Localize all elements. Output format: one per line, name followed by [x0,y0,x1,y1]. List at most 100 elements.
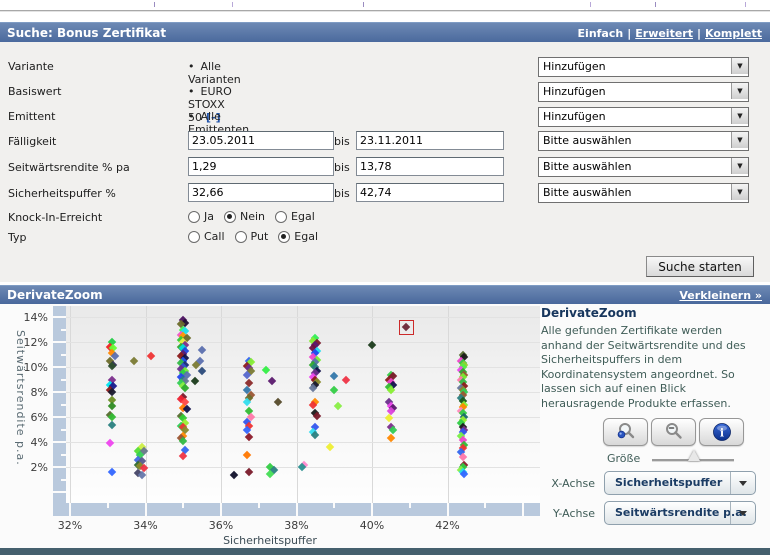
data-point[interactable] [326,442,335,452]
axis-tick [61,378,66,381]
axis-tick [106,503,109,508]
verkleinern-link[interactable]: Verkleinern » [679,289,762,302]
size-slider-thumb[interactable] [688,450,700,461]
data-point[interactable] [384,414,394,423]
data-point[interactable] [179,436,188,445]
svg-text:i: i [719,427,723,440]
chevron-down-icon: ▼ [731,132,748,148]
link-einfach[interactable]: Einfach [577,27,624,40]
scatter-plot[interactable] [66,306,540,503]
bis-label: bis [334,135,350,148]
data-point[interactable] [313,411,322,420]
faelligkeit-from-input[interactable] [188,131,334,150]
data-point[interactable] [330,371,339,380]
axis-tick [220,503,222,516]
gridline [66,442,540,443]
data-point[interactable] [107,467,116,477]
data-point[interactable] [105,439,114,448]
radio-typ-call[interactable]: Call [188,230,225,243]
search-panel-title: Suche: Bonus Zertifikat [7,26,167,40]
gridline [66,367,540,368]
data-point[interactable] [182,404,192,414]
search-panel-header: Suche: Bonus Zertifikat Einfach | Erweiter… [0,22,770,44]
gridline [70,306,71,503]
derivatezoom-panel-header: DerivateZoom Verkleinern » [0,285,770,305]
y-achse-label: Y-Achse [553,507,595,520]
link-erweitert[interactable]: Erweitert [635,27,693,40]
data-point[interactable] [460,469,469,479]
axis-tick [61,403,66,406]
bis-label: bis [334,161,350,174]
x-axis-title: Sicherheitspuffer [223,534,317,547]
info-button[interactable]: i [699,418,744,446]
gridline [66,392,540,393]
sicherheitspuffer-to-input[interactable] [356,183,504,202]
data-point[interactable] [273,397,282,407]
radio-typ-egal[interactable]: Egal [278,230,318,243]
x-tick-label: 38% [284,519,309,532]
y-axis-bar [53,306,66,516]
seitwaertsrendite-from-input[interactable] [188,157,334,176]
basiswert-select[interactable]: Hinzufügen ▼ [538,82,749,102]
suche-starten-button[interactable]: Suche starten [646,256,754,277]
data-point[interactable] [146,351,156,360]
y-achse-select[interactable]: Seitwärtsrendite p.a. [604,501,756,525]
x-achse-label: X-Achse [551,477,595,490]
sicherheitspuffer-from-input[interactable] [188,183,334,202]
data-point[interactable] [107,420,116,429]
data-point[interactable] [245,432,254,442]
highlight-box [398,320,414,335]
data-point[interactable] [243,450,252,459]
data-point[interactable] [333,401,343,410]
search-mode-links: Einfach | Erweitert | Komplett [577,27,762,40]
axis-tick [53,441,66,443]
faelligkeit-select[interactable]: Bitte auswählen ▼ [538,131,749,151]
gridline [447,306,449,503]
y-axis-title: Seitwärtsrendite p.a. [14,330,27,466]
data-point[interactable] [107,362,116,371]
data-point[interactable] [197,345,207,354]
sicherheitspuffer-select[interactable]: Bitte auswählen ▼ [538,183,749,203]
chevron-down-icon: ▼ [731,184,748,200]
radio-knockin-ja[interactable]: Ja [188,210,214,223]
chevron-down-icon: ▼ [731,83,748,99]
data-point[interactable] [107,401,116,410]
data-point[interactable] [229,470,239,479]
chevron-down-icon: ▼ [731,58,748,74]
y-tick-label: 12% [23,336,48,349]
link-komplett[interactable]: Komplett [705,27,762,40]
field-label-emittent: Emittent [8,110,56,123]
field-label-typ: Typ [8,231,27,244]
chevron-down-icon: ▼ [731,108,748,124]
axis-tick [61,328,66,331]
seitwaertsrendite-to-input[interactable] [356,157,504,176]
data-point[interactable] [190,376,199,385]
radio-typ-put[interactable]: Put [234,230,268,243]
data-point[interactable] [129,356,139,365]
axis-tick [408,503,411,508]
radio-icon [275,210,288,223]
cropped-nav-remnant [745,2,746,7]
zoom-in-button[interactable] [603,418,648,446]
data-point[interactable] [311,430,320,439]
axis-tick [53,341,66,343]
cropped-nav-remnant [590,2,591,7]
data-point[interactable] [245,467,254,477]
emittent-select[interactable]: Hinzufügen ▼ [538,107,749,127]
zoom-out-button[interactable] [651,418,696,446]
size-label: Größe [607,452,641,465]
data-point[interactable] [267,376,277,385]
faelligkeit-to-input[interactable] [356,131,504,150]
basiswert-value: EURO STOXX 50 [188,85,232,124]
axis-tick [53,491,66,493]
radio-knockin-egal[interactable]: Egal [275,210,315,223]
y-tick-label: 10% [23,361,48,374]
variante-select[interactable]: Hinzufügen ▼ [538,57,749,77]
data-point[interactable] [341,375,350,384]
seitwaertsrendite-select[interactable]: Bitte auswählen ▼ [538,157,749,177]
radio-icon [234,230,247,243]
x-achse-select[interactable]: Sicherheitspuffer [604,471,756,495]
basiswert-remove-link[interactable]: [-] [206,111,221,124]
radio-knockin-nein[interactable]: Nein [224,210,265,223]
